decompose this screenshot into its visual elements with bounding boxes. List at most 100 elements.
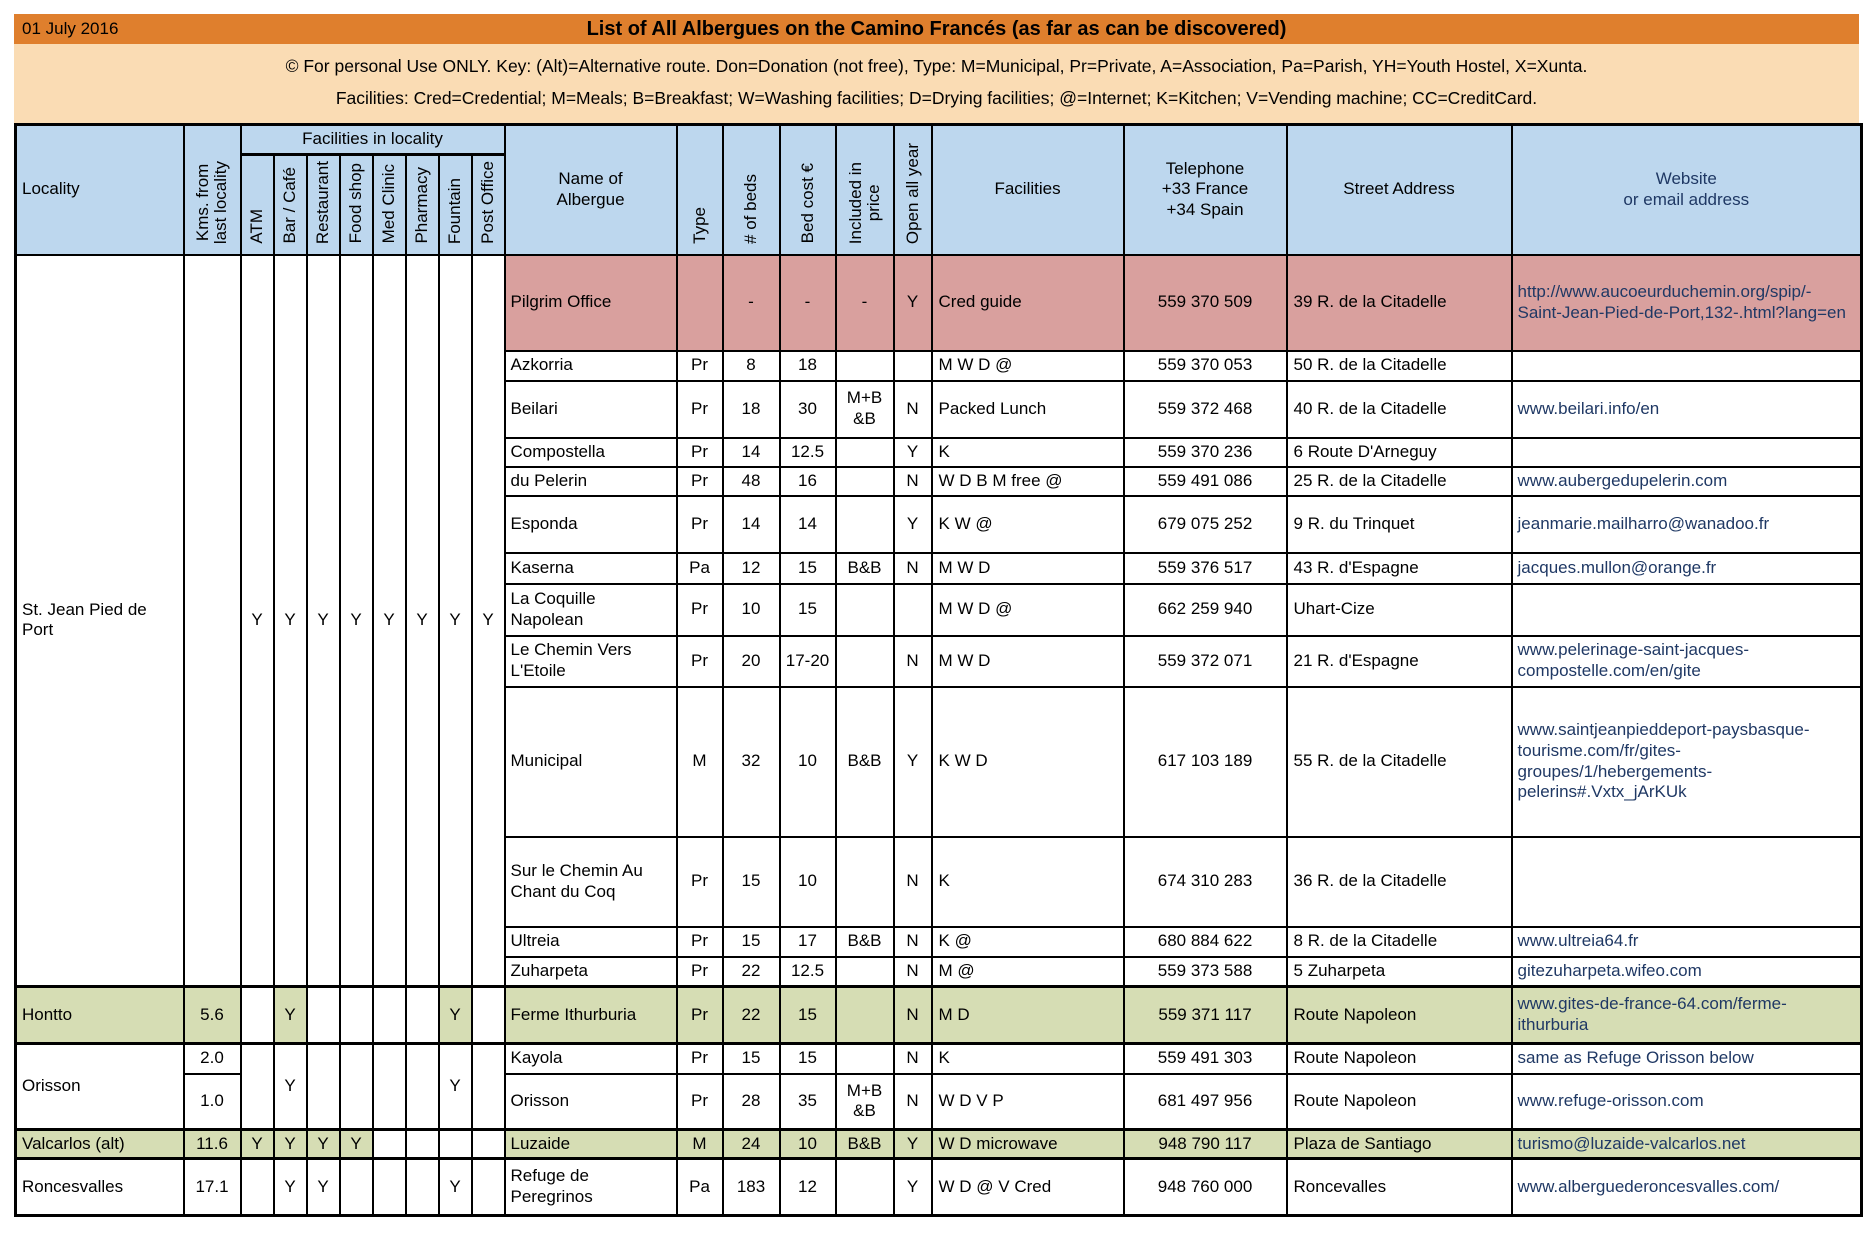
albergue-name-cell: Kayola [503,1042,678,1075]
facilities-cell: K W @ [930,494,1125,554]
website-cell[interactable]: turismo@luzaide-valcarlos.net [1510,1128,1863,1160]
website-cell[interactable]: www.gites-de-france-64.com/ferme-ithurbu… [1510,985,1863,1045]
col-header-fountain: Fountain [437,153,473,256]
open-all-year-cell: N [892,1072,933,1131]
website-cell[interactable]: gitezuharpeta.wifeo.com [1510,955,1863,988]
beds-cell: 14 [721,494,781,554]
type-cell: Pr [675,465,724,497]
facilities-cell: M W D [930,634,1125,688]
header-row-facilities: ATM Bar / Café Restaurant Food shop Med … [16,153,1862,256]
table-row: Zuharpeta Pr 22 12.5 N M @559 373 588 5 Zuharp… [16,955,1863,988]
website-cell[interactable]: www.beilari.info/en [1510,379,1863,439]
website-cell[interactable]: jacques.mullon@orange.fr [1510,551,1863,585]
facility-flag-pharmacy-cell [404,985,440,1045]
website-cell[interactable]: jeanmarie.mailharro@wanadoo.fr [1510,494,1863,554]
key-block: © For personal Use ONLY. Key: (Alt)=Alte… [14,44,1859,123]
beds-cell: 14 [721,436,781,468]
facility-flag-med-clinic-cell [371,985,407,1045]
table-row: Valcarlos (alt) 11.6 Y Y Y Y Luzaide M 24 10 B&B Y W… [14,1128,1863,1160]
open-all-year-cell: N [892,551,933,585]
kms-cell [182,253,242,988]
telephone-cell: 680 884 622 [1122,925,1288,958]
website-cell[interactable]: www.refuge-orisson.com [1510,1072,1863,1131]
facilities-cell: K @ [930,925,1125,958]
facilities-cell: Packed Lunch [930,379,1125,439]
included-in-price-cell: M+B &B [834,379,895,439]
facility-flag-med-clinic-cell [371,1128,407,1160]
bed-cost-cell: 15 [778,985,837,1045]
col-header-facilities: Facilities [930,123,1125,256]
beds-cell: 15 [721,835,781,928]
open-all-year-cell: N [892,634,933,688]
beds-cell: 32 [721,685,781,838]
website-cell[interactable]: www.aubergedupelerin.com [1510,465,1863,497]
bed-cost-cell: 30 [778,379,837,439]
facilities-cell: K [930,835,1125,928]
open-all-year-cell: Y [892,436,933,468]
type-cell: Pa [675,1157,724,1217]
beds-cell: 22 [721,955,781,988]
facility-flag-pharmacy-cell [404,1042,440,1131]
col-header-pharmacy: Pharmacy [404,153,440,256]
col-header-food-shop: Food shop [338,153,374,256]
facility-flag-bar-cafe-cell: Y [272,253,308,988]
col-header-restaurant: Restaurant [305,153,341,256]
telephone-cell: 674 310 283 [1122,835,1288,928]
street-address-cell: Route Napoleon [1285,985,1513,1045]
locality-cell: Valcarlos (alt) [14,1128,185,1160]
albergue-name-cell: Beilari [503,379,678,439]
website-cell[interactable]: www.saintjeanpieddeport-paysbasque-touri… [1510,685,1863,838]
table-row: Hontto 5.6 Y Y Ferme Ithurburia Pr 22 15 N M D 559… [14,985,1863,1045]
open-all-year-cell: Y [892,494,933,554]
page: 01 July 2016 List of All Albergues on th… [14,14,1864,1217]
website-cell [1510,835,1863,928]
street-address-cell: 36 R. de la Citadelle [1285,835,1513,928]
bed-cost-cell: 15 [778,551,837,585]
facilities-cell: K W D [930,685,1125,838]
open-all-year-cell [892,582,933,637]
street-address-cell: 40 R. de la Citadelle [1285,379,1513,439]
beds-cell: 24 [721,1128,781,1160]
website-cell[interactable]: http://www.aucoeurduchemin.org/spip/-Sai… [1510,253,1863,352]
facility-flag-fountain-cell [437,1128,473,1160]
albergue-table-body: St. Jean Pied de Port Y Y Y Y Y Y Y Y Pilgrim Off… [14,253,1863,1217]
street-address-cell: 50 R. de la Citadelle [1285,349,1513,382]
included-in-price-cell: B&B [834,925,895,958]
telephone-cell: 559 370 236 [1122,436,1288,468]
street-address-cell: 6 Route D'Arneguy [1285,436,1513,468]
website-cell[interactable]: www.ultreia64.fr [1510,925,1863,958]
beds-cell: 12 [721,551,781,585]
included-in-price-cell [834,465,895,497]
website-cell[interactable]: same as Refuge Orisson below [1510,1042,1863,1075]
facility-flag-bar-cafe-cell: Y [272,985,308,1045]
table-row: Roncesvalles 17.1 Y Y Y Refuge de Peregrinos P… [14,1157,1863,1217]
bed-cost-cell: 10 [778,1128,837,1160]
facility-flag-med-clinic-cell [371,1042,407,1131]
albergue-name-cell: Zuharpeta [503,955,678,988]
included-in-price-cell [834,634,895,688]
open-all-year-cell: N [892,379,933,439]
facility-flag-pharmacy-cell [404,1128,440,1160]
table-row: St. Jean Pied de Port Y Y Y Y Y Y Y Y Pilgrim Off… [14,253,1863,988]
included-in-price-cell [834,494,895,554]
website-cell[interactable]: www.alberguederoncesvalles.com/ [1510,1157,1863,1217]
website-cell[interactable]: www.pelerinage-saint-jacques-compostelle… [1510,634,1863,688]
page-title: List of All Albergues on the Camino Fran… [586,17,1287,40]
website-cell [1510,582,1863,637]
albergue-name-cell: Municipal [503,685,678,838]
title-bar: 01 July 2016 List of All Albergues on th… [14,14,1859,44]
facility-flag-fountain-cell: Y [437,253,473,988]
open-all-year-cell [892,349,933,382]
type-cell: Pr [675,379,724,439]
type-cell: Pr [675,494,724,554]
telephone-cell: 559 491 303 [1122,1042,1288,1075]
table-row: Ultreia Pr 15 17 B&B N K @680 884 622 8 R. de l… [16,925,1863,958]
header-row-group: Locality Kms. from last locality Facilit… [14,123,1863,256]
type-cell: Pr [675,582,724,637]
facilities-cell: Cred guide [930,253,1125,352]
bed-cost-cell: 15 [778,582,837,637]
table-row: Le Chemin Vers L'Etoile Pr 20 17-20 N M W D 55… [16,634,1863,688]
telephone-cell: 559 370 053 [1122,349,1288,382]
facilities-cell: M W D [930,551,1125,585]
facilities-cell: K [930,1042,1125,1075]
